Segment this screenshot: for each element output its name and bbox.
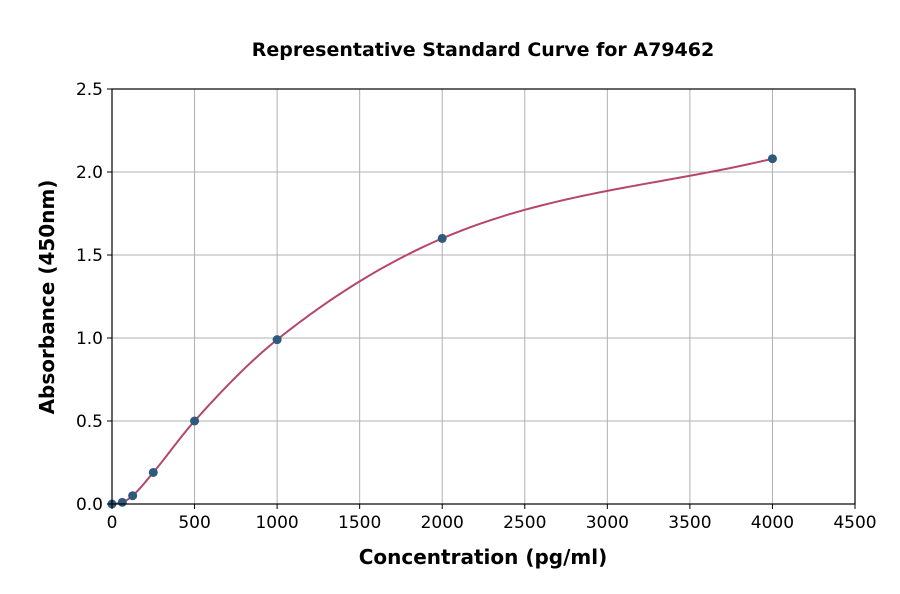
x-tick-label: 2000 [421,513,464,533]
data-point [190,416,200,426]
y-ticks: 0.0 0.5 1.0 1.5 2.0 2.5 [76,80,112,515]
y-tick-label: 1.5 [76,246,103,266]
y-tick-label: 0.5 [76,412,103,432]
plot-frame [111,88,856,505]
x-ticks: 0 500 1000 1500 2000 2500 3000 3500 4000 4500 [107,504,877,533]
data-point [767,154,777,164]
y-tick-label: 1.0 [76,329,103,349]
data-point [437,233,447,243]
x-tick-label: 500 [178,513,210,533]
x-tick-label: 1000 [255,513,298,533]
data-point [128,491,138,501]
x-tick-label: 0 [107,513,118,533]
y-axis-label: Absorbance (450nm) [35,180,59,415]
data-point [117,497,127,507]
x-tick-label: 3500 [668,513,711,533]
x-tick-label: 2500 [503,513,546,533]
x-tick-label: 1500 [338,513,381,533]
data-point [148,467,158,477]
grid [111,88,856,505]
x-tick-label: 4500 [833,513,876,533]
x-axis-label: Concentration (pg/ml) [359,545,608,569]
x-tick-label: 3000 [586,513,629,533]
y-tick-label: 0.0 [76,495,103,515]
chart-title: Representative Standard Curve for A79462 [252,39,714,61]
data-point [272,335,282,345]
x-tick-label: 4000 [751,513,794,533]
y-tick-label: 2.5 [76,80,103,100]
y-tick-label: 2.0 [76,163,103,183]
